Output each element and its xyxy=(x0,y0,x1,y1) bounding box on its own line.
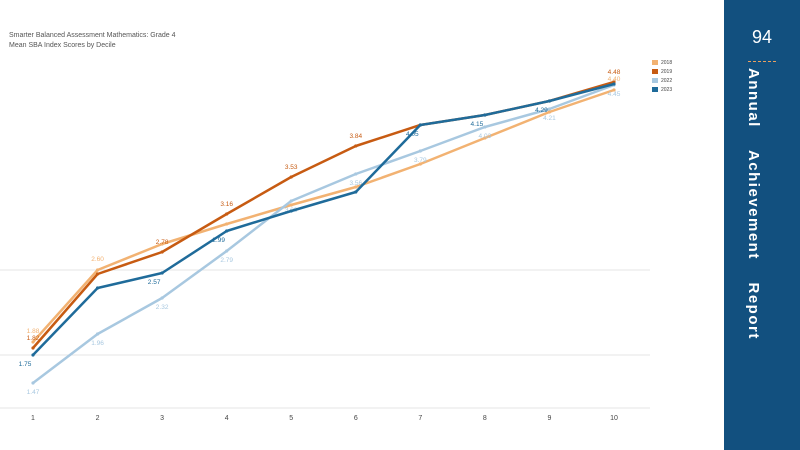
legend-item-2018: 2018 xyxy=(652,60,672,67)
series-line-2022 xyxy=(32,83,615,384)
legend-label: 2018 xyxy=(661,60,673,66)
data-point-2022 xyxy=(289,199,293,203)
data-label-2023: 4.05 xyxy=(406,131,419,138)
legend-item-2022: 2022 xyxy=(652,78,672,85)
data-point-2023 xyxy=(31,353,35,357)
data-point-2019 xyxy=(354,144,358,148)
legend-label: 2022 xyxy=(661,78,673,84)
data-point-2022 xyxy=(354,172,358,176)
data-label-2022: 4.21 xyxy=(543,115,556,122)
data-label-2019: 3.84 xyxy=(349,133,362,140)
data-label-2019: 4.48 xyxy=(608,69,621,76)
data-point-2018 xyxy=(354,185,358,189)
data-point-2018 xyxy=(612,88,616,92)
data-label-2022: 2.79 xyxy=(220,257,233,264)
data-point-2022 xyxy=(160,296,164,300)
data-label-2018: 4.40 xyxy=(608,76,621,83)
data-label-2023: 4.15 xyxy=(471,121,484,128)
data-point-2022 xyxy=(483,125,487,129)
x-tick-label: 5 xyxy=(289,415,293,422)
series-line-2023 xyxy=(32,82,615,356)
x-tick-label: 6 xyxy=(354,415,358,422)
data-point-2022 xyxy=(31,381,35,385)
data-label-2022: 1.96 xyxy=(91,340,104,347)
data-label-2023: 4.29 xyxy=(535,107,548,114)
data-point-2022 xyxy=(225,249,229,253)
data-label-2022: 4.03 xyxy=(479,133,492,140)
data-point-2018 xyxy=(225,222,229,226)
data-point-2022 xyxy=(547,107,552,111)
legend-item-2023: 2023 xyxy=(652,87,672,94)
data-point-2019 xyxy=(95,272,100,276)
data-label-2023: 2.57 xyxy=(148,279,161,286)
chart-subtitle: Mean SBA Index Scores by Decile xyxy=(9,42,116,49)
line-chart: 1 2 3 4 5 6 7 8 9 10 1.88 2.60 4.40 1.82 2.78 3.16 3.53 3… xyxy=(0,69,650,422)
data-label-2018: 2.60 xyxy=(91,256,104,263)
legend-label: 2023 xyxy=(661,87,673,93)
data-label-2022: 2.32 xyxy=(156,304,169,311)
legend-item-2019: 2019 xyxy=(652,69,672,76)
data-point-2018 xyxy=(418,162,422,166)
data-point-2018 xyxy=(31,340,35,344)
series-line-2018 xyxy=(32,88,615,343)
data-point-2018 xyxy=(95,268,100,272)
legend-swatch xyxy=(652,69,658,75)
x-tick-label: 7 xyxy=(418,415,422,422)
data-point-2023 xyxy=(225,229,229,233)
data-point-2018 xyxy=(483,136,487,140)
data-point-2023 xyxy=(95,286,100,290)
data-point-2023 xyxy=(483,113,487,117)
data-point-2019 xyxy=(225,212,229,216)
x-tick-label: 4 xyxy=(225,415,229,422)
data-label-2023: 1.75 xyxy=(19,361,32,368)
side-panel: 94 Annual Achievement Report xyxy=(724,0,800,450)
data-point-2023 xyxy=(289,209,293,213)
x-tick-label: 3 xyxy=(160,415,164,422)
data-label-2018: 1.88 xyxy=(27,328,40,335)
data-point-2023 xyxy=(612,82,616,86)
data-label-2022: 4.45 xyxy=(608,91,621,98)
data-label-2019: 3.16 xyxy=(220,201,233,208)
x-tick-label: 10 xyxy=(610,415,618,422)
x-tick-label: 8 xyxy=(483,415,487,422)
legend-swatch xyxy=(652,87,658,93)
data-point-2022 xyxy=(418,149,422,153)
legend-label: 2019 xyxy=(661,69,673,75)
data-label-2022: 1.47 xyxy=(27,389,40,396)
data-label-2019: 3.53 xyxy=(285,164,298,171)
data-point-2018 xyxy=(289,203,293,207)
chart-title: Smarter Balanced Assessment Mathematics:… xyxy=(9,32,176,39)
legend-swatch xyxy=(652,60,658,66)
report-title: Annual Achievement Report xyxy=(745,68,762,340)
data-point-2022 xyxy=(95,332,100,336)
data-label-2019: 2.78 xyxy=(156,239,169,246)
data-label-2023: 2.99 xyxy=(212,237,225,244)
data-point-2019 xyxy=(160,250,164,254)
data-point-2023 xyxy=(354,190,358,194)
data-point-2018 xyxy=(547,110,552,114)
x-tick-label: 1 xyxy=(31,415,35,422)
data-point-2023 xyxy=(547,99,552,103)
data-point-2018 xyxy=(160,242,164,246)
page-number: 94 xyxy=(751,27,773,47)
data-label-2019: 1.82 xyxy=(27,335,40,342)
page-number-rule xyxy=(748,61,776,62)
data-point-2019 xyxy=(31,346,35,350)
legend-swatch xyxy=(652,78,658,84)
data-label-2022: 3.79 xyxy=(414,157,427,164)
x-tick-label: 2 xyxy=(96,415,100,422)
data-point-2019 xyxy=(289,175,293,179)
x-tick-label: 9 xyxy=(547,415,551,422)
data-point-2023 xyxy=(160,271,164,275)
data-label-2022: 3.56 xyxy=(349,180,362,187)
data-point-2023 xyxy=(418,123,422,127)
